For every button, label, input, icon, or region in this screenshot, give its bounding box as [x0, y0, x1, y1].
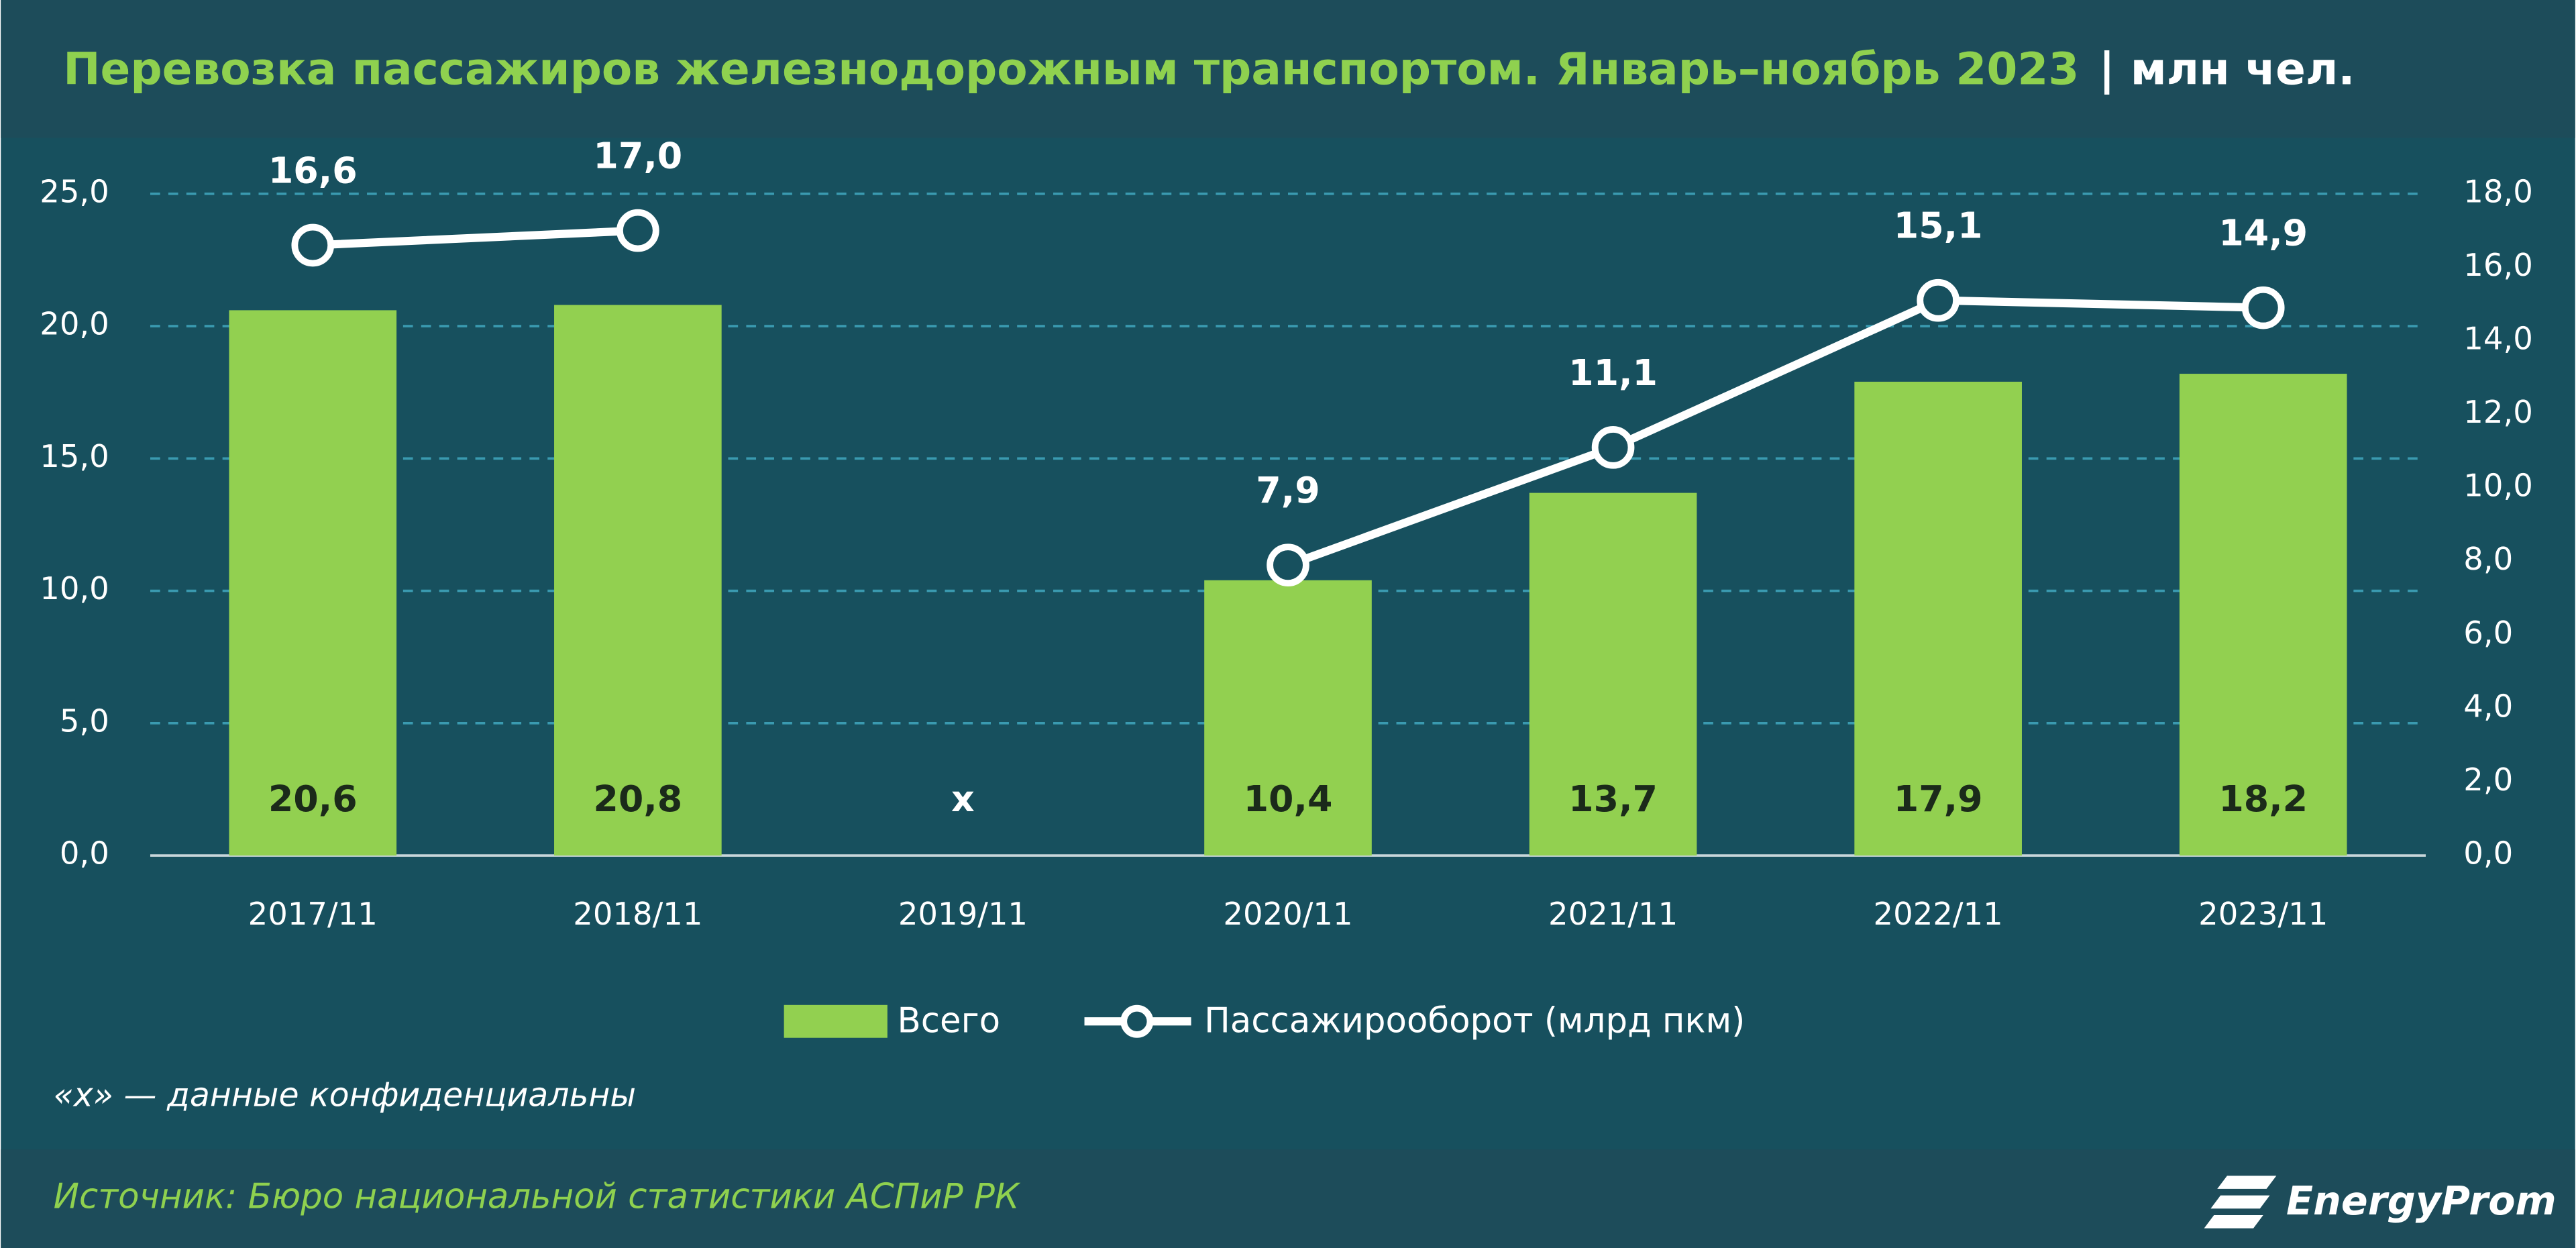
- y2-tick-label: 18,0: [2463, 173, 2533, 209]
- chart-title: Перевозка пассажиров железнодорожным тра…: [63, 44, 2355, 96]
- unit: | млн чел.: [2099, 44, 2355, 96]
- y-tick-label: 15,0: [40, 438, 109, 474]
- logo: EnergyProm: [2204, 1176, 2557, 1229]
- data-label: 16,6: [268, 149, 358, 191]
- y2-tick-label: 14,0: [2463, 320, 2533, 356]
- note: «x» — данные конфиденциальны: [54, 1076, 636, 1114]
- legend-label: Пассажирооборот (млрд пкм): [1204, 1001, 1745, 1041]
- data-label: 15,1: [1894, 205, 1983, 247]
- line: [312, 226, 2263, 569]
- x-tick-label: 2021/11: [1548, 896, 1678, 932]
- header: [1, 0, 2575, 138]
- data-label: 20,6: [268, 778, 358, 820]
- y2-tick-label: 0,0: [2463, 835, 2513, 872]
- line-marker: [1591, 426, 1635, 469]
- data-label: 10,4: [1244, 778, 1333, 820]
- line-marker: [2241, 286, 2285, 329]
- data-label: 13,7: [1568, 778, 1658, 820]
- title: Перевозка пассажиров железнодорожным тра…: [63, 44, 2079, 95]
- x-tick-label: 2017/11: [248, 896, 378, 932]
- data-label: 20,8: [593, 778, 682, 820]
- data-label: 17,0: [593, 135, 682, 177]
- bar: [1204, 580, 1372, 856]
- line-marker: [291, 223, 335, 267]
- y-tick-label: 0,0: [60, 835, 109, 872]
- bar: [554, 305, 722, 856]
- bar: [229, 310, 397, 856]
- bar: [2179, 374, 2347, 856]
- x-tick-label: 2023/11: [2198, 896, 2328, 932]
- y-tick-label: 25,0: [40, 173, 109, 209]
- data-label: x: [951, 778, 975, 820]
- line-marker: [1267, 543, 1309, 587]
- y2-tick-label: 2,0: [2463, 762, 2513, 798]
- data-label: 18,2: [2218, 778, 2308, 820]
- x-tick-label: 2018/11: [573, 896, 702, 932]
- y-tick-label: 5,0: [60, 703, 109, 739]
- x-tick-label: 2019/11: [898, 896, 1028, 932]
- data-label: 14,9: [2218, 212, 2308, 254]
- y2-tick-label: 8,0: [2463, 541, 2513, 577]
- y-tick-label: 20,0: [40, 306, 109, 342]
- legend-swatch: [784, 1004, 888, 1038]
- y2-tick-label: 6,0: [2463, 615, 2513, 651]
- y2-tick-label: 4,0: [2463, 688, 2513, 724]
- legend-marker: [1120, 1004, 1154, 1038]
- line-marker: [616, 209, 659, 252]
- bar: [1529, 492, 1697, 856]
- x-tick-label: 2022/11: [1874, 896, 2003, 932]
- footer: [1, 1149, 2575, 1248]
- legend-label: Всего: [898, 1001, 1001, 1041]
- y-tick-label: 10,0: [40, 570, 109, 607]
- y2-tick-label: 10,0: [2463, 468, 2533, 504]
- y2-tick-label: 12,0: [2463, 394, 2533, 430]
- logo-text: EnergyProm: [2286, 1178, 2557, 1224]
- source: Источник: Бюро национальной статистики А…: [54, 1177, 1021, 1217]
- line-marker: [1917, 278, 1960, 322]
- logo-icon: [2204, 1176, 2277, 1229]
- data-label: 11,1: [1568, 352, 1658, 394]
- y2-tick-label: 16,0: [2463, 247, 2533, 283]
- bar: [1854, 381, 2022, 856]
- data-label: 7,9: [1256, 469, 1320, 511]
- x-tick-label: 2020/11: [1223, 896, 1352, 932]
- data-label: 17,9: [1894, 778, 1983, 820]
